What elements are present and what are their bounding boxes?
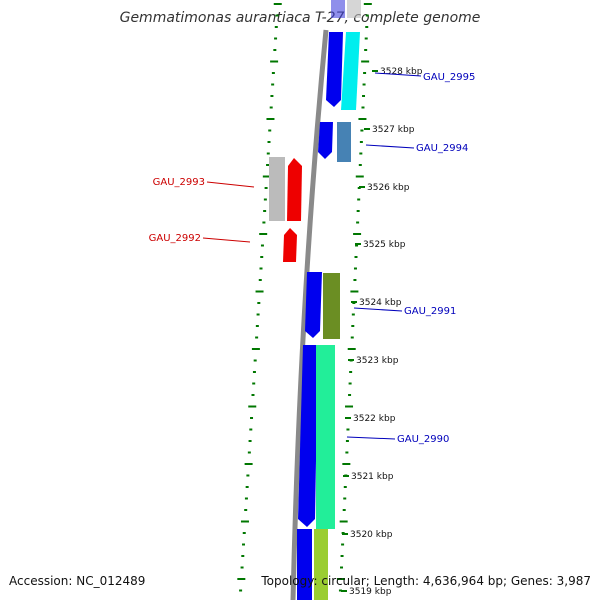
cds-feature — [331, 0, 345, 18]
gene-feature-gau-2995 — [341, 32, 360, 110]
cds-arrow-gau-2990 — [298, 345, 318, 527]
gene-feature-gau-2993-grey — [269, 157, 285, 221]
map-title: Gemmatimonas aurantiaca T-27, complete g… — [119, 10, 481, 26]
leader-line-gau-2995 — [374, 72, 422, 77]
leader-line-gau-2990 — [346, 436, 396, 440]
gene-label-gau-2992[interactable]: GAU_2992 — [149, 233, 201, 244]
scale-label: 3528 kbp — [380, 67, 423, 77]
gene-label-gau-2995[interactable]: GAU_2995 — [423, 72, 475, 83]
cds-arrow-gau-2993 — [287, 158, 302, 221]
reverse-features — [269, 157, 302, 262]
scale-label: 3527 kbp — [372, 125, 415, 135]
cds-feature — [297, 529, 312, 600]
leader-line-gau-2991 — [353, 307, 403, 312]
gene-feature-gau-2994 — [337, 122, 351, 162]
forward-features — [297, 0, 361, 600]
scale-ticks — [341, 70, 378, 592]
gene-feature-gau-2990 — [316, 345, 335, 529]
scale-label: 3519 kbp — [349, 587, 392, 597]
leader-line-gau-2994 — [365, 144, 415, 149]
scale-label: 3520 kbp — [350, 530, 393, 540]
genome-backbone — [290, 29, 329, 600]
cds-arrow-gau-2995 — [326, 32, 343, 107]
leader-line-gau-2992 — [202, 237, 251, 243]
cds-arrow-gau-2992 — [283, 228, 297, 262]
scale-labels: 3528 kbp 3527 kbp 3526 kbp 3525 kbp 3524 kbp… — [349, 67, 423, 597]
cds-arrow-gau-2994 — [318, 122, 333, 159]
gene-feature-gau-2991 — [323, 273, 340, 339]
gene-labels: GAU_2995 GAU_2994 GAU_2993 GAU_2992 GAU_2991… — [149, 72, 476, 445]
scale-label: 3525 kbp — [363, 240, 406, 250]
outer-tick-dots — [237, 3, 372, 592]
cds-arrow-gau-2991 — [305, 272, 322, 338]
scale-label: 3524 kbp — [359, 298, 402, 308]
gene-label-gau-2993[interactable]: GAU_2993 — [153, 177, 205, 188]
scale-label: 3521 kbp — [351, 472, 394, 482]
leader-line-gau-2993 — [206, 181, 255, 188]
scale-label: 3523 kbp — [356, 356, 399, 366]
cds-feature — [347, 0, 361, 18]
gene-label-gau-2990[interactable]: GAU_2990 — [397, 434, 449, 445]
scale-label: 3526 kbp — [367, 183, 410, 193]
gene-label-gau-2994[interactable]: GAU_2994 — [416, 143, 468, 154]
gene-label-gau-2991[interactable]: GAU_2991 — [404, 306, 456, 317]
genome-summary: Topology: circular; Length: 4,636,964 bp… — [261, 574, 591, 588]
accession-label: Accession: NC_012489 — [9, 574, 146, 588]
scale-label: 3522 kbp — [353, 414, 396, 424]
gene-feature — [314, 529, 328, 600]
